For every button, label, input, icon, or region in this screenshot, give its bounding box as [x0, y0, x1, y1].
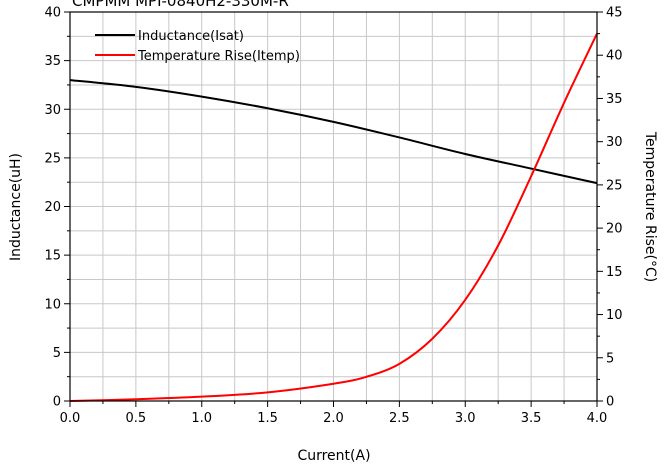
left-y-tick-label: 0	[53, 395, 61, 410]
right-y-tick-labels: 0 5 10 15 20 25 30 35 40 45	[606, 6, 623, 410]
x-tick-label: 3.5	[521, 411, 542, 426]
right-y-tick-label: 20	[606, 222, 623, 237]
series-line-inductance	[69, 79, 598, 185]
right-y-tick-label: 15	[606, 265, 623, 280]
right-y-tick-label: 0	[606, 395, 614, 410]
left-y-axis-label: Inductance(uH)	[8, 153, 24, 261]
legend-label-temperature: Temperature Rise(Itemp)	[137, 49, 300, 64]
x-tick-label: 1.0	[191, 411, 212, 426]
left-y-tick-label: 35	[44, 54, 61, 69]
chart-title: CMPMM MPI-0840H2-330M-R	[72, 0, 289, 10]
legend: Inductance(Isat) Temperature Rise(Itemp)	[95, 29, 300, 64]
left-y-tick-label: 30	[44, 103, 61, 118]
x-tick-label: 0.0	[60, 411, 81, 426]
left-y-tick-label: 25	[44, 151, 61, 166]
series-layer	[69, 33, 598, 402]
x-tick-label: 2.5	[389, 411, 410, 426]
right-y-tick-label: 40	[606, 49, 623, 64]
left-y-tick-label: 20	[44, 200, 61, 215]
x-tick-label: 0.5	[126, 411, 147, 426]
x-axis-label: Current(A)	[297, 448, 370, 464]
left-y-tick-labels: 0 5 10 15 20 25 30 35 40	[44, 6, 61, 410]
series-line-temperature-rise	[69, 33, 598, 402]
right-y-tick-label: 10	[606, 308, 623, 323]
left-y-tick-label: 15	[44, 249, 61, 264]
right-y-axis-label: Temperature Rise(°C)	[642, 131, 658, 282]
tick-marks	[64, 11, 603, 407]
right-y-tick-label: 45	[606, 6, 623, 21]
right-y-tick-label: 25	[606, 178, 623, 193]
right-y-tick-label: 30	[606, 135, 623, 150]
right-y-tick-label: 35	[606, 92, 623, 107]
left-y-tick-label: 10	[44, 297, 61, 312]
right-y-tick-label: 5	[606, 351, 614, 366]
x-tick-label: 4.0	[587, 411, 608, 426]
x-tick-label: 3.0	[455, 411, 476, 426]
left-y-tick-label: 40	[44, 6, 61, 21]
left-y-tick-label: 5	[53, 346, 61, 361]
legend-label-inductance: Inductance(Isat)	[138, 29, 244, 44]
x-tick-label: 2.0	[323, 411, 344, 426]
x-tick-labels: 0.0 0.5 1.0 1.5 2.0 2.5 3.0 3.5 4.0	[60, 411, 608, 426]
x-tick-label: 1.5	[257, 411, 278, 426]
